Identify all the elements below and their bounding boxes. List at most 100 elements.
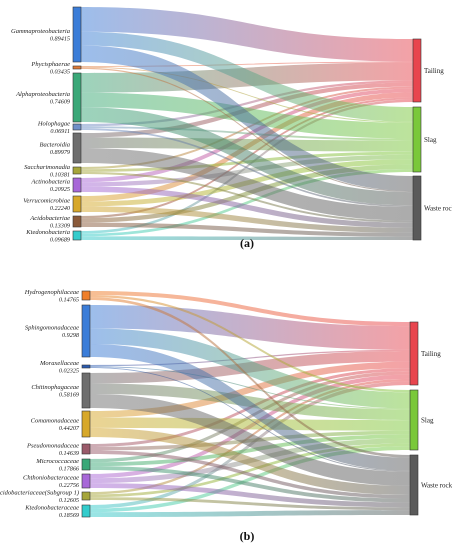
target-bar[interactable]: [409, 454, 419, 516]
target-node-slag[interactable]: Slag: [409, 389, 434, 451]
source-bar[interactable]: [81, 290, 91, 301]
source-name-label: Ktedonobacteraceae: [24, 505, 79, 512]
source-bar[interactable]: [72, 72, 82, 123]
flow-acidobacteriaceae-subgroup-1-to-waste-rock: [90, 497, 410, 511]
flow-holophagae-to-tailing: [81, 80, 413, 127]
source-bar[interactable]: [81, 372, 91, 409]
source-bar[interactable]: [81, 443, 91, 455]
flow-micrococcaceae-to-tailing: [90, 371, 410, 463]
target-bar[interactable]: [412, 38, 422, 103]
source-bar[interactable]: [81, 364, 91, 369]
flow-gammaproteobacteria-to-tailing: [81, 7, 413, 62]
source-bar[interactable]: [72, 215, 82, 228]
source-bar[interactable]: [72, 177, 82, 193]
flow-ktedonobacteria-to-tailing: [81, 99, 413, 234]
target-name-label: Slag: [421, 417, 434, 425]
source-bar[interactable]: [81, 410, 91, 438]
flow-saccharimonadia-to-waste-rock: [81, 171, 413, 223]
flow-actinobacteria-to-slag: [81, 154, 413, 187]
flow-comamonadaceae-to-waste-rock: [90, 427, 410, 495]
target-bar[interactable]: [409, 321, 419, 386]
flow-bacteroidia-to-waste-rock: [81, 148, 413, 221]
source-bar[interactable]: [72, 132, 82, 164]
flow-acidobacteriaceae-subgroup-1-to-slag: [90, 443, 410, 498]
flow-micrococcaceae-to-waste-rock: [90, 466, 410, 503]
source-bar[interactable]: [72, 166, 82, 175]
target-bar[interactable]: [412, 175, 422, 241]
source-value-label: 0.06911: [50, 128, 70, 135]
source-name-label: Sphingomonadaceae: [25, 325, 79, 332]
source-value-label: 0.14765: [59, 297, 79, 304]
flow-actinobacteria-to-waste-rock: [81, 186, 413, 228]
flow-pseudomonadaceae-to-waste-rock: [90, 450, 410, 499]
source-name-label: Actinobacteria: [30, 179, 70, 186]
source-bar[interactable]: [81, 458, 91, 471]
flow-acidobacteriae-to-waste-rock: [81, 222, 413, 237]
flow-bacteroidia-to-slag: [81, 137, 413, 152]
source-name-label: Pseudomonadaceae: [26, 443, 79, 450]
sankey-panel-b: Hydrogenophilaceae0.14765Sphingomonadace…: [0, 289, 452, 543]
source-value-label: 0.02325: [59, 368, 79, 375]
target-node-waste-rock[interactable]: Waste rock: [409, 454, 452, 516]
source-bar[interactable]: [72, 195, 82, 213]
flow-alphaproteobacteria-to-waste-rock: [81, 107, 413, 206]
source-name-label: Saccharimonadia: [24, 164, 70, 171]
source-value-label: 0.22756: [59, 482, 80, 489]
source-name-label: Micrococcaceae: [35, 458, 79, 465]
source-name-label: Gammaproteobacteria: [11, 28, 70, 35]
flow-hydrogenophilaceae-to-waste-rock: [90, 297, 410, 458]
flow-phycisphaerae-to-slag: [81, 66, 413, 123]
source-bar[interactable]: [81, 491, 91, 501]
flow-ktedonobacteraceae-to-slag: [90, 446, 410, 513]
target-bar[interactable]: [409, 389, 419, 451]
source-bar[interactable]: [72, 123, 82, 131]
target-node-tailing[interactable]: Tailing: [412, 38, 444, 103]
target-name-label: Waste rock: [424, 205, 452, 213]
target-node-tailing[interactable]: Tailing: [409, 321, 441, 386]
source-name-label: Comamonadaceae: [31, 418, 79, 425]
source-value-label: 0.17866: [59, 466, 80, 473]
flow-moraxellaceae-to-waste-rock: [90, 367, 410, 472]
target-bar[interactable]: [412, 106, 422, 173]
source-value-label: 0.12605: [59, 497, 79, 504]
target-node-slag[interactable]: Slag: [412, 106, 437, 173]
source-name-label: Verrucomicrobiae: [23, 198, 70, 205]
target-name-label: Tailing: [424, 67, 444, 75]
flow-chthoniobacteraceae-to-waste-rock: [90, 483, 410, 508]
source-value-label: 0.10381: [50, 172, 70, 179]
source-bar[interactable]: [72, 230, 82, 241]
source-value-label: 0.14639: [59, 450, 79, 457]
source-bar[interactable]: [81, 473, 91, 489]
source-bar[interactable]: [81, 304, 91, 358]
target-node-waste-rock[interactable]: Waste rock: [412, 175, 452, 241]
flow-ktedonobacteraceae-to-waste-rock: [90, 510, 410, 517]
nodes: Hydrogenophilaceae0.14765Sphingomonadace…: [0, 289, 452, 519]
source-bar[interactable]: [72, 6, 82, 63]
source-bar[interactable]: [81, 504, 91, 518]
source-value-label: 0.18569: [59, 512, 79, 519]
source-bar[interactable]: [72, 65, 82, 70]
flow-comamonadaceae-to-tailing: [90, 361, 410, 418]
source-node-acidobacteriaceae-subgroup-1[interactable]: Acidobacteriaceae(Subgroup 1)0.12605: [0, 490, 91, 505]
flow-moraxellaceae-to-tailing: [90, 349, 410, 367]
